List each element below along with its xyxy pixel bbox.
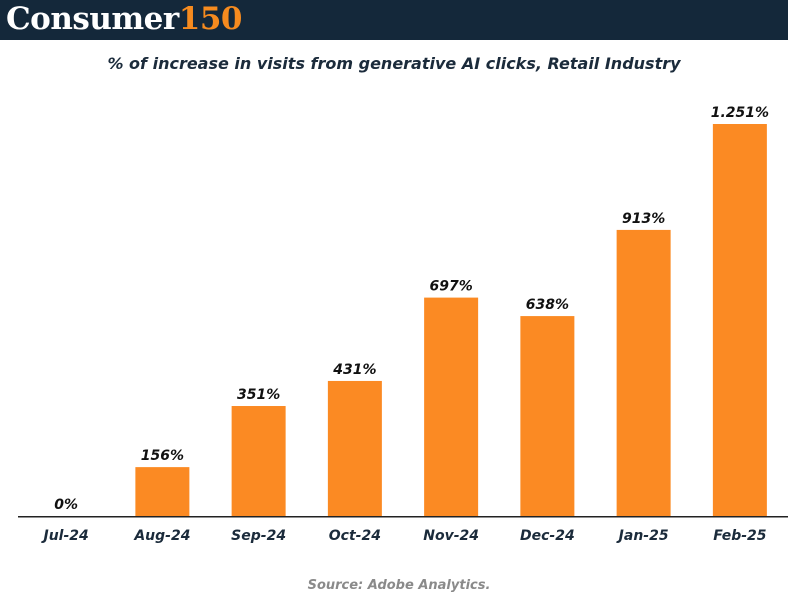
x-tick-label-aug-24: Aug-24: [133, 528, 190, 544]
x-tick-label-dec-24: Dec-24: [520, 528, 575, 544]
bar-jan-25: [616, 229, 671, 517]
bar-dec-24: [520, 316, 575, 516]
bar-sep-24: [231, 406, 286, 516]
header-banner: Consumer150: [0, 0, 788, 40]
data-label-jul-24: 0%: [54, 497, 78, 513]
data-label-dec-24: 638%: [526, 297, 569, 313]
bar-feb-25: [712, 124, 767, 516]
bar-aug-24: [135, 467, 190, 516]
x-tick-label-group: Jul-24 Aug-24 Sep-24 Oct-24 Nov-24 Dec-24 Jan-…: [40, 528, 766, 544]
source-note: Source: Adobe Analytics.: [307, 578, 491, 593]
brand-logo-number: 150: [178, 1, 243, 37]
x-tick-label-jul-24: Jul-24: [40, 528, 88, 544]
x-tick-label-sep-24: Sep-24: [231, 528, 286, 544]
data-label-feb-25: 1.251%: [711, 105, 769, 121]
brand-logo: Consumer150: [6, 0, 242, 39]
data-label-oct-24: 431%: [332, 362, 376, 378]
data-label-jan-25: 913%: [622, 211, 665, 227]
bar-oct-24: [327, 380, 382, 516]
chart-title: % of increase in visits from generative …: [107, 54, 681, 73]
x-tick-label-feb-25: Feb-25: [713, 528, 767, 544]
data-label-nov-24: 697%: [429, 279, 472, 295]
bar-group: [135, 124, 767, 517]
x-tick-label-oct-24: Oct-24: [329, 528, 381, 544]
brand-logo-word: Consumer: [6, 1, 179, 37]
bar-nov-24: [424, 297, 479, 516]
bar-chart: 0% 156% 351% 431% 697% 638% 913% 1.251% Jul-24 A…: [18, 105, 788, 544]
data-label-aug-24: 156%: [141, 448, 184, 464]
data-label-sep-24: 351%: [237, 387, 280, 403]
x-tick-label-nov-24: Nov-24: [423, 528, 479, 544]
data-label-group: 0% 156% 351% 431% 697% 638% 913% 1.251%: [54, 105, 769, 513]
x-tick-label-jan-25: Jan-25: [616, 528, 669, 544]
